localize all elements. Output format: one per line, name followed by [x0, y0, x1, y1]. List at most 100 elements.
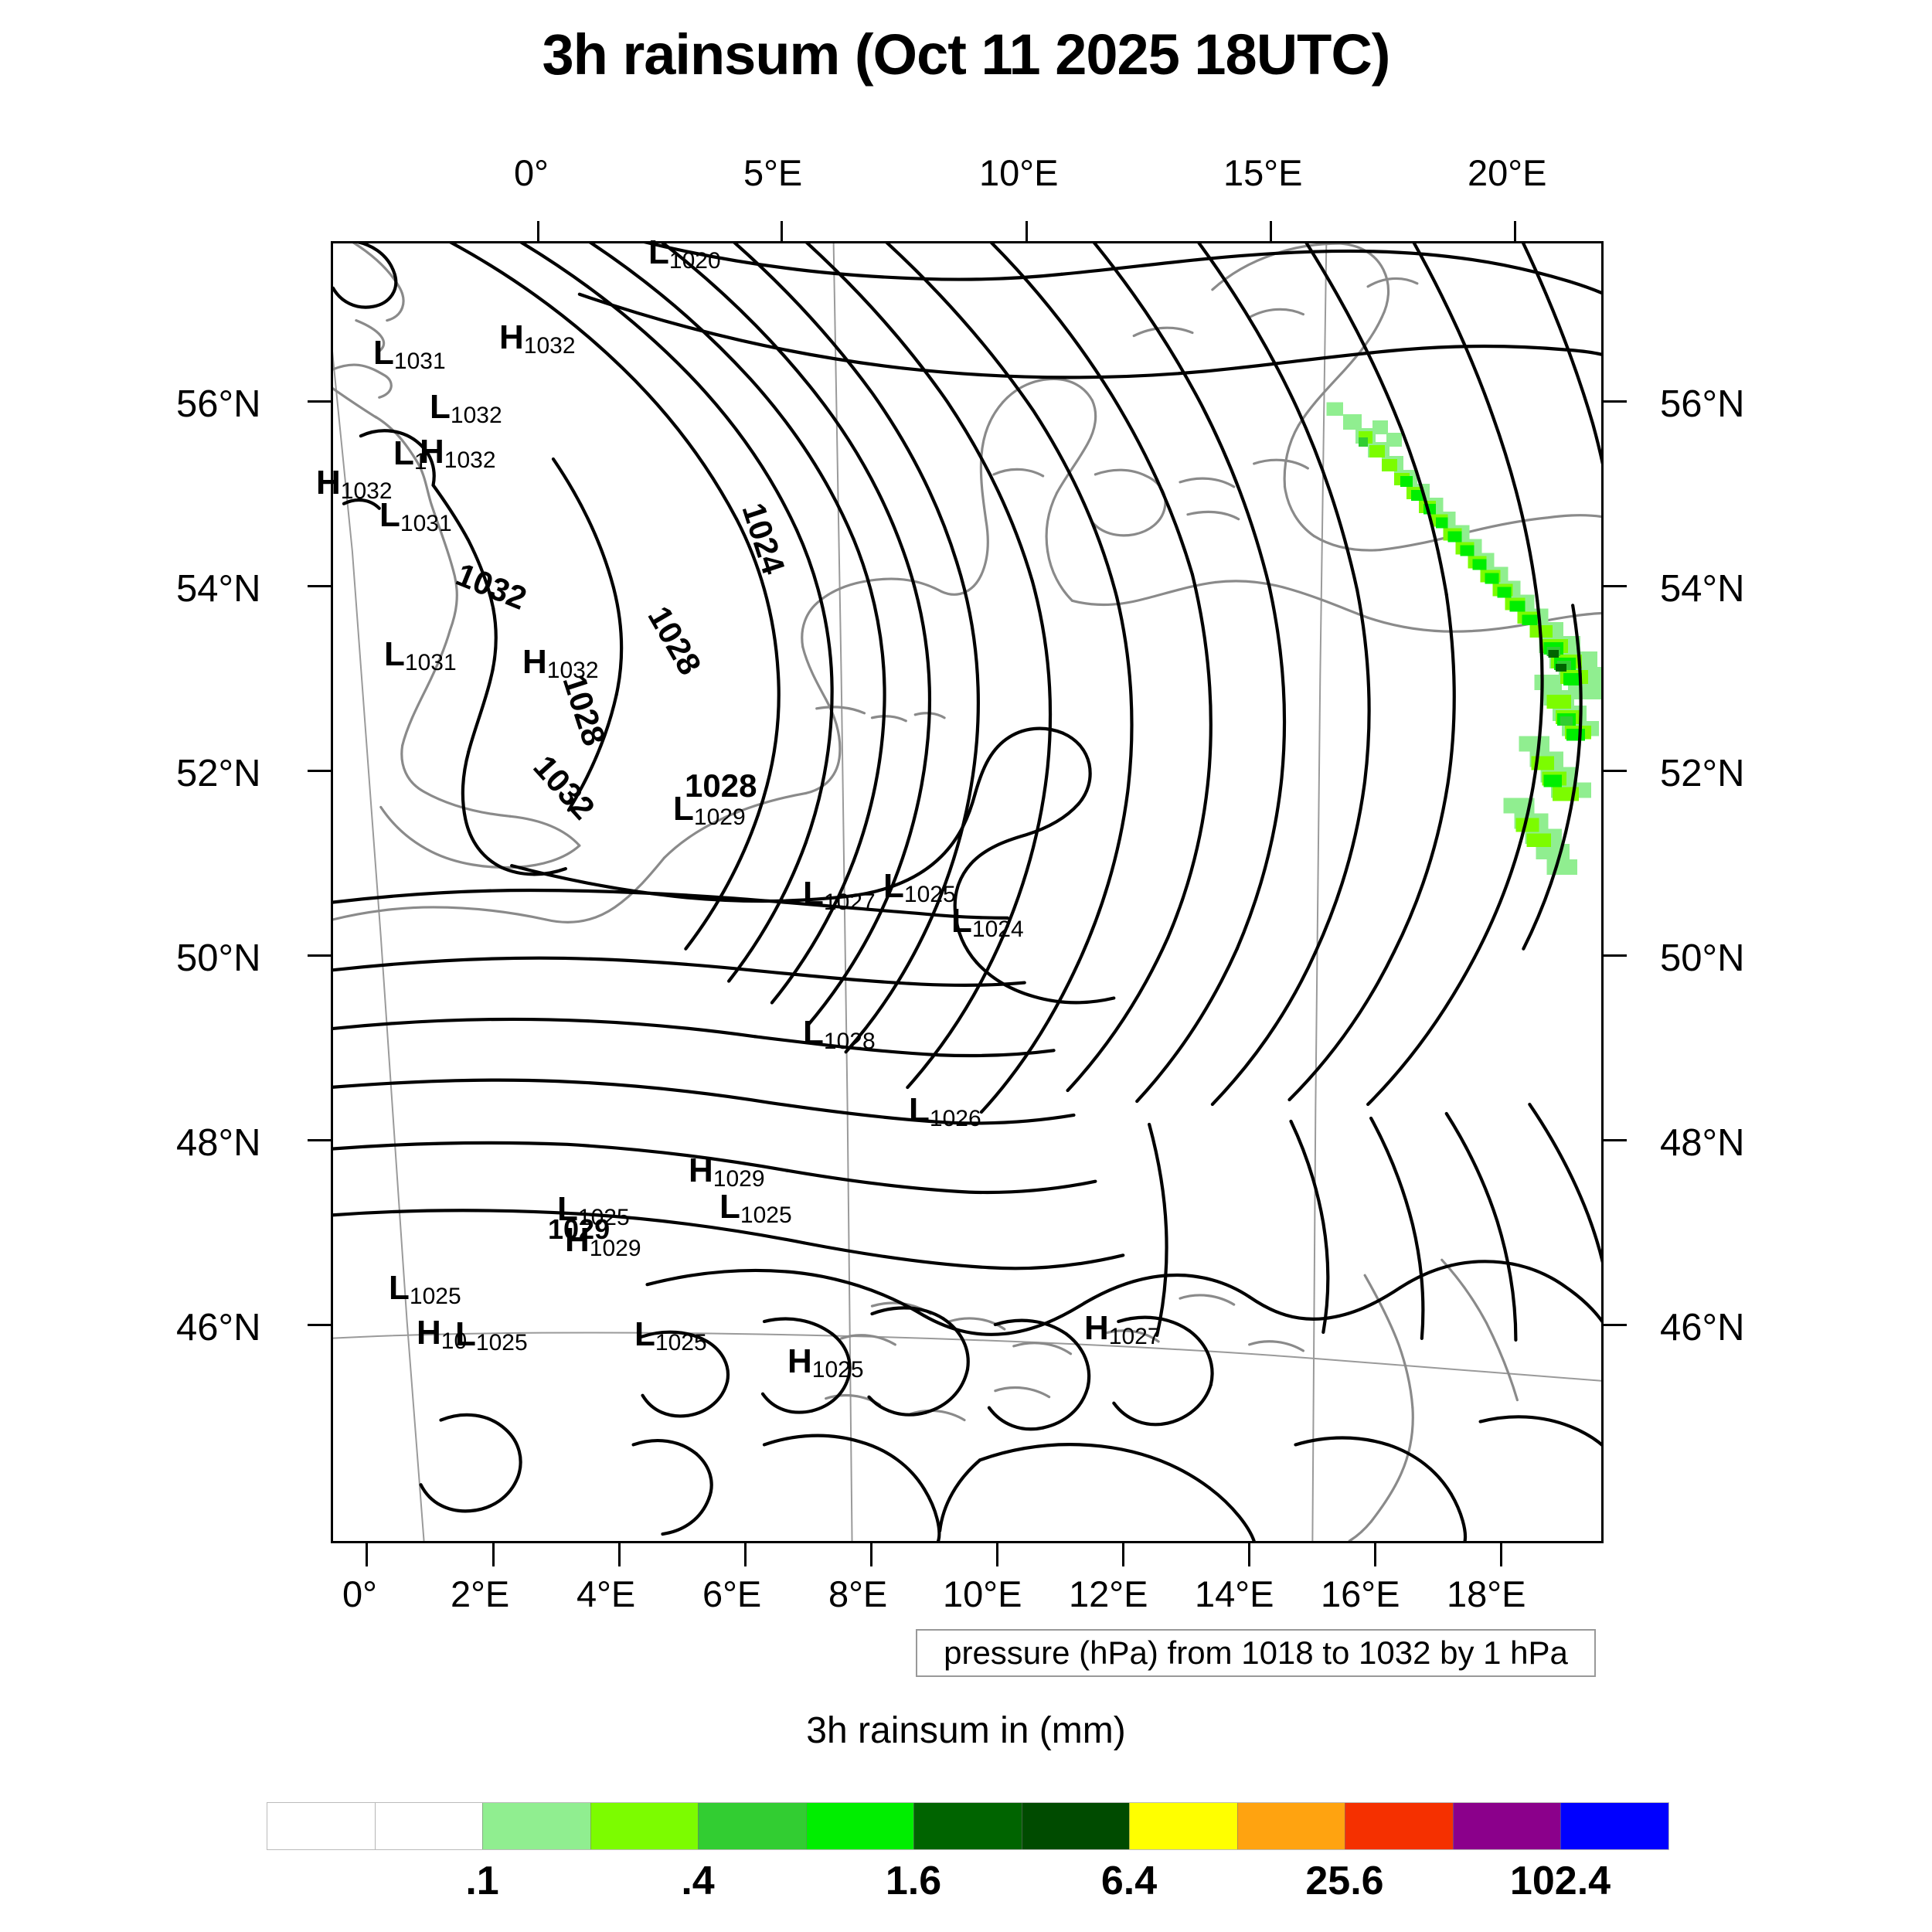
pressure-marker-L: L1031 — [384, 635, 457, 675]
bottom-tick — [1500, 1543, 1502, 1566]
top-tick — [1270, 221, 1272, 243]
colorbar-tick-label: 1.6 — [885, 1859, 942, 1903]
lat-label-left: 56°N — [176, 383, 261, 425]
graticule — [333, 243, 1601, 1541]
lon-label-bottom: 16°E — [1321, 1573, 1400, 1614]
map-svg — [333, 243, 1601, 1541]
colorbar-cell-2 — [482, 1803, 590, 1849]
colorbar-cell-9 — [1236, 1803, 1345, 1849]
lat-label-left: 46°N — [176, 1307, 261, 1349]
pressure-legend-box: pressure (hPa) from 1018 to 1032 by 1 hP… — [916, 1629, 1596, 1677]
colorbar-title: 3h rainsum in (mm) — [806, 1710, 1126, 1751]
colorbar-cell-7 — [1021, 1803, 1130, 1849]
colorbar-tick-label: 102.4 — [1509, 1859, 1611, 1903]
lon-label-bottom: 0° — [342, 1573, 377, 1614]
pressure-marker-L: L1020 — [648, 233, 721, 274]
pressure-marker-H: H1032 — [499, 318, 576, 359]
right-tick — [1604, 400, 1627, 403]
lon-label-top: 20°E — [1468, 152, 1547, 193]
colorbar-cell-11 — [1452, 1803, 1561, 1849]
bottom-tick — [1248, 1543, 1250, 1566]
pressure-legend-text: pressure (hPa) from 1018 to 1032 by 1 hP… — [944, 1634, 1568, 1671]
lon-label-top: 5°E — [743, 152, 803, 193]
colorbar-cell-1 — [374, 1803, 483, 1849]
pressure-marker-L: L1029 — [673, 790, 746, 830]
top-tick — [1026, 221, 1028, 243]
pressure-marker-H: H1029 — [565, 1221, 641, 1261]
lat-label-left: 54°N — [176, 568, 261, 610]
pressure-marker-L: L1024 — [951, 902, 1024, 942]
lon-label-top: 15°E — [1223, 152, 1303, 193]
left-tick — [308, 954, 331, 957]
pressure-marker-L: L1025 — [883, 867, 956, 907]
left-tick — [308, 1139, 331, 1141]
colorbar-tick-label: .1 — [465, 1859, 499, 1903]
right-tick — [1604, 1324, 1627, 1326]
pressure-marker-H: H1029 — [689, 1151, 765, 1192]
pressure-marker-L: L1031 — [373, 334, 446, 374]
colorbar-cell-8 — [1129, 1803, 1237, 1849]
lon-label-bottom: 4°E — [577, 1573, 636, 1614]
lat-label-right: 54°N — [1660, 568, 1745, 610]
left-tick — [308, 400, 331, 403]
right-tick — [1604, 1139, 1627, 1141]
contour-label: 1029 — [548, 1213, 611, 1245]
bottom-tick — [1374, 1543, 1376, 1566]
lon-label-bottom: 12°E — [1069, 1573, 1148, 1614]
bottom-tick — [1122, 1543, 1124, 1566]
left-tick — [308, 1324, 331, 1326]
isobar-contours — [333, 243, 1601, 1541]
lat-label-left: 48°N — [176, 1122, 261, 1164]
pressure-marker-H: H1025 — [787, 1342, 864, 1383]
colorbar-tick-label: .4 — [681, 1859, 715, 1903]
lon-label-bottom: 10°E — [943, 1573, 1022, 1614]
map-plot-area[interactable]: L1031 H1032 L1032 L1 H1032 H1032 L1031 L… — [316, 236, 1604, 1543]
colorbar-cell-4 — [698, 1803, 806, 1849]
lat-label-right: 48°N — [1660, 1122, 1745, 1164]
bottom-tick — [996, 1543, 998, 1566]
top-tick — [1514, 221, 1516, 243]
colorbar-tick-label: 6.4 — [1100, 1859, 1158, 1903]
colorbar-cell-6 — [913, 1803, 1022, 1849]
pressure-marker-H: H1032 — [420, 433, 496, 473]
top-tick — [537, 221, 539, 243]
page-title: 3h rainsum (Oct 11 2025 18UTC) — [542, 22, 1391, 87]
lat-label-right: 56°N — [1660, 383, 1745, 425]
lon-label-bottom: 14°E — [1195, 1573, 1274, 1614]
pressure-marker-L: L1028 — [803, 1014, 876, 1054]
lat-label-right: 50°N — [1660, 937, 1745, 979]
lat-label-left: 52°N — [176, 753, 261, 794]
left-tick — [308, 770, 331, 772]
colorbar[interactable] — [267, 1802, 1669, 1850]
left-tick — [308, 585, 331, 587]
bottom-tick — [870, 1543, 872, 1566]
pressure-marker-H: H1032 — [522, 643, 599, 683]
pressure-marker-L: L1031 — [379, 496, 452, 536]
pressure-marker-L: L1025 — [389, 1269, 461, 1309]
lon-label-bottom: 6°E — [702, 1573, 762, 1614]
lat-label-right: 52°N — [1660, 753, 1745, 794]
colorbar-cell-5 — [805, 1803, 914, 1849]
pressure-marker-H: H1032 — [316, 464, 393, 504]
colorbar-cell-10 — [1345, 1803, 1453, 1849]
right-tick — [1604, 585, 1627, 587]
lon-label-top: 10°E — [979, 152, 1059, 193]
pressure-marker-H: H10 — [417, 1314, 468, 1354]
colorbar-tick-label: 25.6 — [1305, 1859, 1384, 1903]
bottom-tick — [618, 1543, 621, 1566]
pressure-marker-L: L1025 — [455, 1315, 528, 1355]
pressure-marker-H: H1027 — [1084, 1309, 1161, 1349]
lon-label-bottom: 18°E — [1447, 1573, 1526, 1614]
lat-label-left: 50°N — [176, 937, 261, 979]
pressure-marker-L: L1 — [393, 434, 427, 474]
coastlines-borders — [333, 243, 1601, 1541]
pressure-marker-L: L1032 — [430, 388, 502, 428]
pressure-marker-L: L1025 — [557, 1190, 630, 1230]
bottom-tick — [744, 1543, 747, 1566]
pressure-marker-L: L1025 — [634, 1315, 707, 1355]
lat-label-right: 46°N — [1660, 1307, 1745, 1349]
precipitation-band — [1326, 402, 1601, 876]
pressure-marker-L: L1026 — [909, 1091, 981, 1131]
colorbar-cell-0 — [267, 1803, 375, 1849]
lon-label-bottom: 2°E — [451, 1573, 510, 1614]
